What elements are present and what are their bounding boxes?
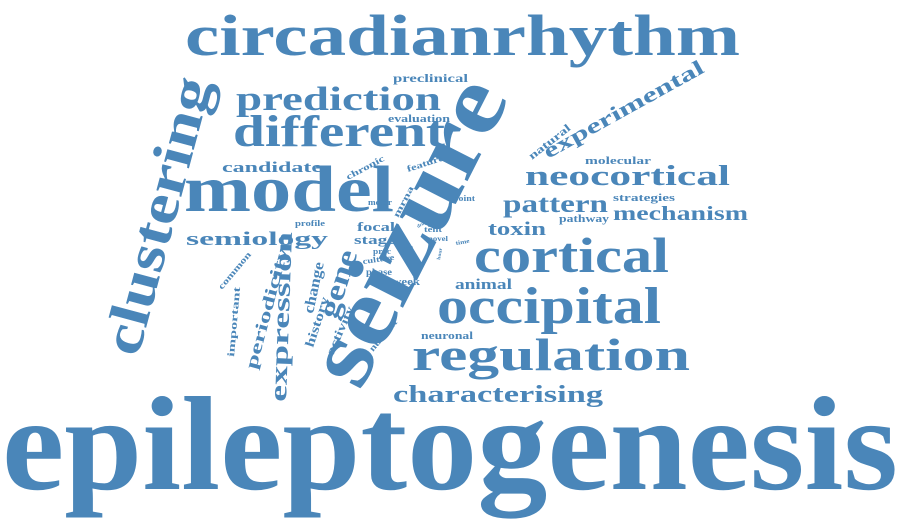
word-hour: hour <box>437 247 444 261</box>
word-strategies: strategies <box>613 193 675 204</box>
word-proc: proc <box>373 247 392 256</box>
word-pattern: pattern <box>503 191 608 218</box>
word-epileptogenesis: epileptogenesis <box>2 370 898 519</box>
word-characterising: characterising <box>393 382 603 408</box>
word-expression: expression <box>266 231 298 402</box>
word-preclinical: preclinical <box>393 71 469 85</box>
word-tent: tent <box>424 225 442 234</box>
word-mechanism: mechanism <box>613 203 748 225</box>
word-profile: profile <box>295 219 326 228</box>
word-different: different <box>233 107 445 156</box>
word-occipital: occipital <box>437 278 661 335</box>
word-week: week <box>392 277 421 288</box>
word-drug: drug <box>417 220 429 230</box>
word-cortical: cortical <box>474 227 669 283</box>
word-model: model <box>184 153 394 226</box>
word-stage: stage <box>354 232 396 247</box>
word-common: common <box>216 250 253 292</box>
word-toxin: toxin <box>488 219 547 240</box>
word-phase: phase <box>366 267 392 277</box>
word-molecular: molecular <box>585 155 651 167</box>
word-time: time <box>455 239 470 247</box>
word-neocortical: neocortical <box>525 160 730 192</box>
word-point: point <box>453 194 475 203</box>
word-important: important <box>226 286 243 358</box>
word-experimental: experimental <box>539 55 708 163</box>
word-culture: culture <box>362 253 396 266</box>
word-novel: novel <box>428 235 448 243</box>
word-vitro: vitro <box>401 245 415 254</box>
word-focal: focal <box>357 219 396 234</box>
word-evaluation: evaluation <box>388 113 450 125</box>
word-circadianrhythm: circadianrhythm <box>185 3 740 68</box>
word-animal: animal <box>455 277 512 293</box>
word-semiology: semiology <box>186 229 329 250</box>
word-prediction: prediction <box>236 81 441 118</box>
word-group: epileptogenesis seizure circadianrhythm … <box>2 3 898 519</box>
word-motor: motor <box>368 198 393 207</box>
word-regulation: regulation <box>412 329 690 380</box>
word-neuronal: neuronal <box>421 330 473 342</box>
word-pathway: pathway <box>559 214 609 225</box>
word-candidate: candidate <box>222 160 323 176</box>
word-late: late <box>428 224 439 229</box>
